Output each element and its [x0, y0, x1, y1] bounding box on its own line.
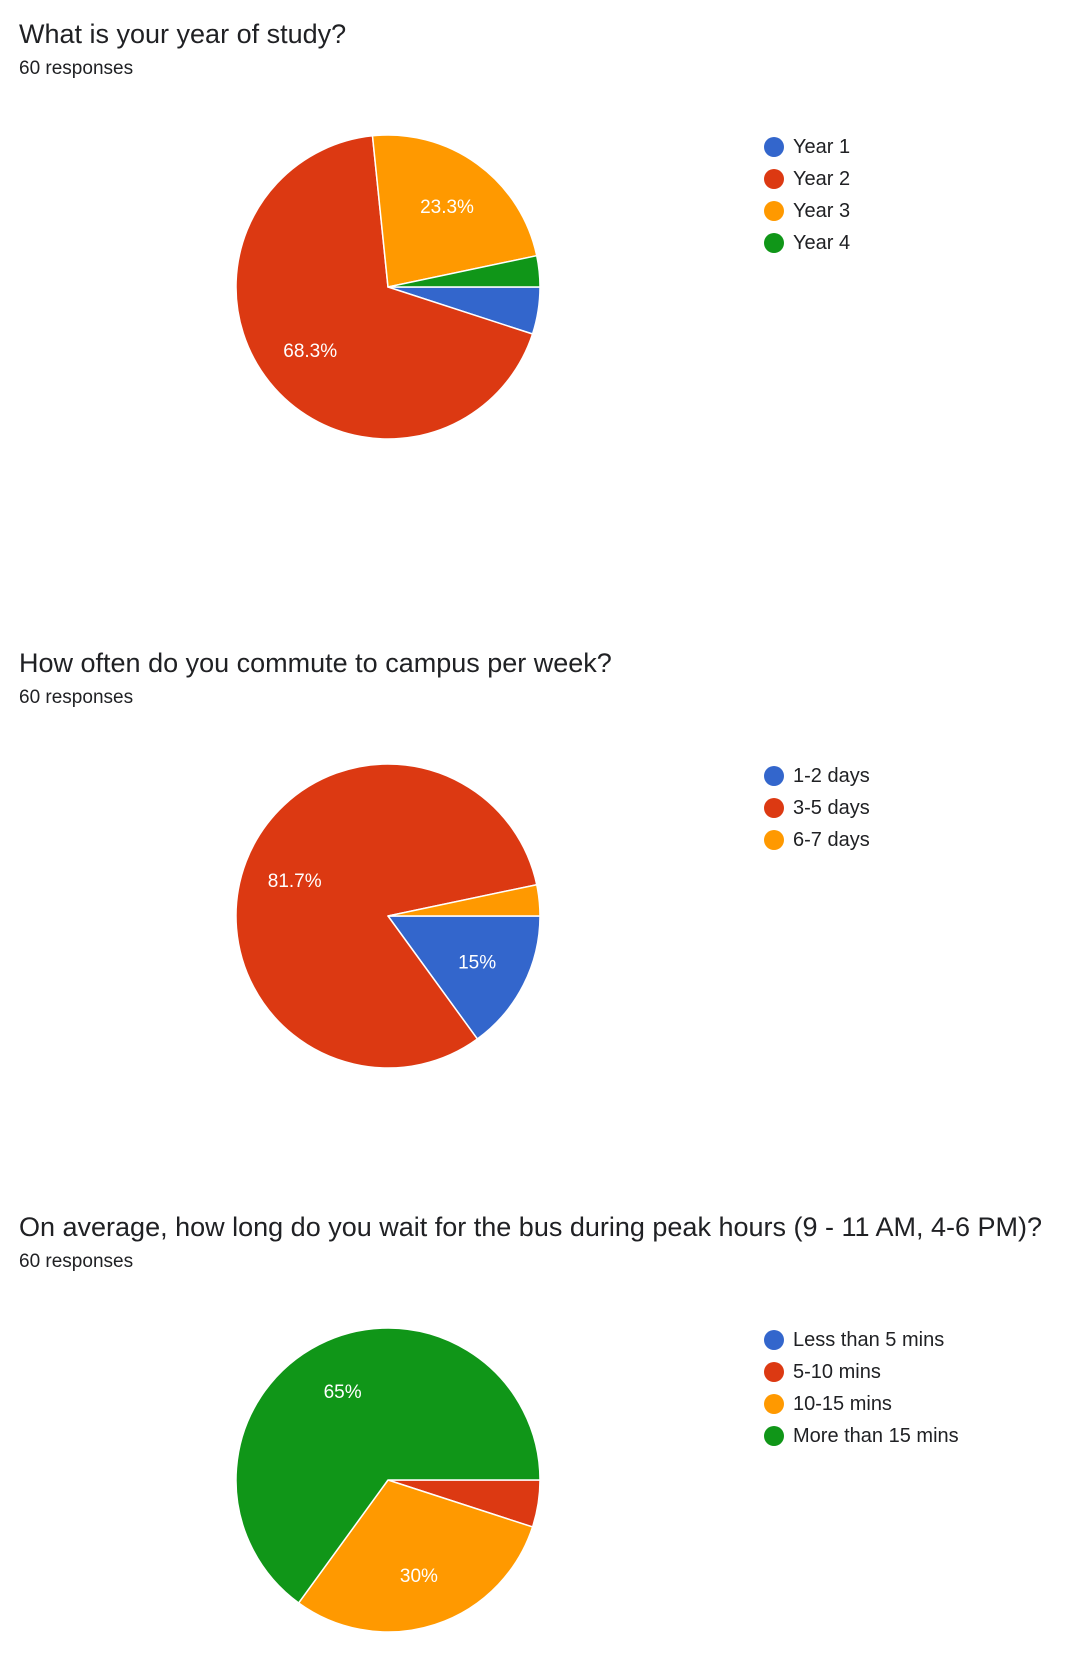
slice-data-label: 81.7%: [268, 871, 322, 892]
legend-item-5-10-mins: 5-10 mins: [764, 1356, 959, 1388]
legend-label: 10-15 mins: [793, 1393, 892, 1415]
legend-swatch-icon: [764, 1394, 784, 1414]
response-count: 60 responses: [19, 58, 134, 79]
question-title: What is your year of study?: [19, 19, 347, 49]
legend-swatch-icon: [764, 1330, 784, 1350]
legend-item-1-2-days: 1-2 days: [764, 760, 870, 792]
legend-item-year-4: Year 4: [764, 227, 850, 259]
pie-slice-6-7-days: [387, 883, 541, 917]
pie-slice-3-5-days: [235, 763, 538, 1069]
legend-label: 5-10 mins: [793, 1361, 881, 1383]
pie-slice-year-2: [235, 135, 534, 440]
legend-item-year-3: Year 3: [764, 195, 850, 227]
slice-data-label: 30%: [400, 1566, 438, 1587]
legend-label: More than 15 mins: [793, 1425, 959, 1447]
legend-item-year-2: Year 2: [764, 163, 850, 195]
legend-swatch-icon: [764, 233, 784, 253]
legend-swatch-icon: [764, 137, 784, 157]
question-card-commute-frequency: How often do you commute to campus per w…: [0, 646, 1066, 1116]
legend-label: Less than 5 mins: [793, 1329, 945, 1351]
response-count: 60 responses: [19, 687, 134, 708]
legend-label: Year 4: [793, 232, 851, 254]
chart-legend: Year 1 Year 2 Year 3 Year 4: [764, 131, 850, 259]
slice-data-label: 68.3%: [283, 341, 337, 362]
question-card-bus-wait-time: On average, how long do you wait for the…: [0, 1210, 1066, 1680]
legend-swatch-icon: [764, 766, 784, 786]
legend-item-year-1: Year 1: [764, 131, 850, 163]
question-title: On average, how long do you wait for the…: [19, 1212, 1043, 1242]
legend-item-3-5-days: 3-5 days: [764, 792, 870, 824]
chart-legend: Less than 5 mins 5-10 mins 10-15 mins Mo…: [764, 1324, 959, 1452]
legend-label: Year 1: [793, 136, 851, 158]
pie-chart: 30% 65%: [235, 1327, 541, 1633]
pie-chart: 15% 81.7%: [235, 763, 541, 1069]
legend-item-6-7-days: 6-7 days: [764, 824, 870, 856]
legend-item-10-15-mins: 10-15 mins: [764, 1388, 959, 1420]
pie-slice-year-4: [387, 254, 541, 288]
legend-swatch-icon: [764, 1362, 784, 1382]
legend-swatch-icon: [764, 1426, 784, 1446]
slice-data-label: 65%: [324, 1382, 362, 1403]
legend-label: 6-7 days: [793, 829, 870, 851]
legend-label: 3-5 days: [793, 797, 870, 819]
legend-label: Year 2: [793, 168, 851, 190]
legend-swatch-icon: [764, 169, 784, 189]
pie-slice-1-2-days: [387, 915, 541, 1040]
legend-item-less-than-5-mins: Less than 5 mins: [764, 1324, 959, 1356]
legend-label: Year 3: [793, 200, 851, 222]
question-card-year-of-study: What is your year of study? 60 responses…: [0, 17, 1066, 577]
pie-chart: 68.3% 23.3%: [235, 134, 541, 440]
question-title: How often do you commute to campus per w…: [19, 648, 612, 678]
slice-data-label: 23.3%: [420, 197, 474, 218]
response-count: 60 responses: [19, 1251, 134, 1272]
pie-slice-10-15-mins: [297, 1479, 534, 1633]
legend-item-more-than-15-mins: More than 15 mins: [764, 1420, 959, 1452]
legend-swatch-icon: [764, 830, 784, 850]
legend-swatch-icon: [764, 201, 784, 221]
slice-data-label: 15%: [458, 952, 496, 973]
chart-legend: 1-2 days 3-5 days 6-7 days: [764, 760, 870, 856]
pie-slice-more-than-15-mins: [235, 1327, 541, 1604]
legend-label: 1-2 days: [793, 765, 870, 787]
pie-slice-year-3: [371, 134, 538, 288]
legend-swatch-icon: [764, 798, 784, 818]
